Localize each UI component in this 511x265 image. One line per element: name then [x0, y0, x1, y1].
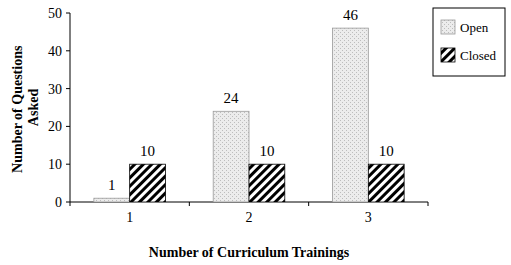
bar	[130, 164, 166, 202]
x-tick	[428, 202, 429, 206]
bar	[333, 28, 369, 202]
bar	[368, 164, 404, 202]
chart-svg: 0 10 20 30 40 50 1 2 3 1 24 46 10 10 10 Number of Curri…	[0, 0, 511, 265]
y-tick-label: 30	[48, 82, 62, 97]
data-label: 24	[224, 90, 240, 106]
x-axis-title: Number of Curriculum Trainings	[149, 245, 350, 260]
data-label: 10	[259, 143, 274, 159]
data-label: 46	[343, 7, 359, 23]
y-tick-label: 10	[48, 157, 62, 172]
y-tick	[66, 50, 70, 51]
legend-label: Open	[460, 20, 489, 35]
y-axis-line	[70, 13, 71, 202]
y-tick	[66, 126, 70, 127]
x-tick	[70, 202, 71, 206]
legend-swatch	[441, 20, 455, 34]
y-tick-label: 20	[48, 119, 62, 134]
data-label: 10	[140, 143, 155, 159]
bar	[249, 164, 285, 202]
y-tick	[66, 88, 70, 89]
chart-root: 0 10 20 30 40 50 1 2 3 1 24 46 10 10 10 Number of Curri…	[0, 0, 511, 265]
x-tick-label: 3	[365, 210, 372, 225]
bar	[213, 111, 249, 202]
y-tick	[66, 13, 70, 14]
legend-label: Closed	[460, 48, 497, 63]
data-label: 10	[379, 143, 394, 159]
y-axis-title: Number of Questions Asked	[10, 42, 41, 173]
y-tick-label: 40	[48, 44, 62, 59]
legend-box	[433, 8, 505, 76]
legend-swatch	[441, 48, 455, 62]
y-tick-label: 50	[48, 6, 62, 21]
bar	[94, 198, 130, 202]
x-tick-label: 2	[246, 210, 253, 225]
x-tick	[308, 202, 309, 206]
data-label: 1	[108, 177, 116, 193]
x-tick	[189, 202, 190, 206]
y-tick-label: 0	[55, 195, 62, 210]
y-tick	[66, 164, 70, 165]
bars	[94, 28, 404, 202]
y-tick	[66, 202, 70, 203]
x-tick-label: 1	[126, 210, 133, 225]
